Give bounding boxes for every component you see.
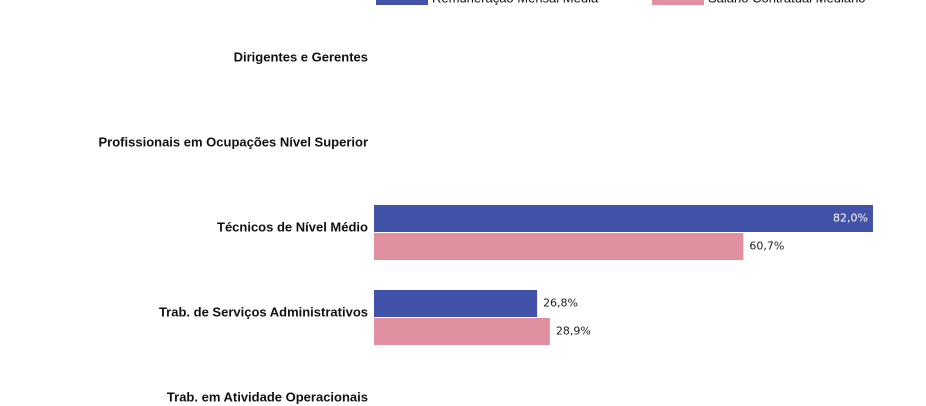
bar <box>374 205 873 232</box>
value-label: 60,7% <box>749 240 784 253</box>
legend-swatch <box>376 0 428 5</box>
value-label: 28,9% <box>556 325 591 338</box>
value-label: 82,0% <box>833 212 868 225</box>
legend-label: Remuneração Mensal Média <box>432 0 599 5</box>
category-label: Profissionais em Ocupações Nível Superio… <box>99 134 368 149</box>
bar <box>374 233 744 260</box>
value-label: 26,8% <box>543 297 578 310</box>
legend-label: Salário Contratual Mediano <box>708 0 866 5</box>
category-label: Dirigentes e Gerentes <box>234 49 368 64</box>
category-label: Técnicos de Nível Médio <box>217 219 368 234</box>
legend-swatch <box>652 0 704 5</box>
category-label: Trab. de Serviços Administrativos <box>159 304 368 319</box>
bar <box>374 318 550 345</box>
bar <box>374 290 538 317</box>
category-label: Trab. em Atividade Operacionais <box>167 389 368 404</box>
